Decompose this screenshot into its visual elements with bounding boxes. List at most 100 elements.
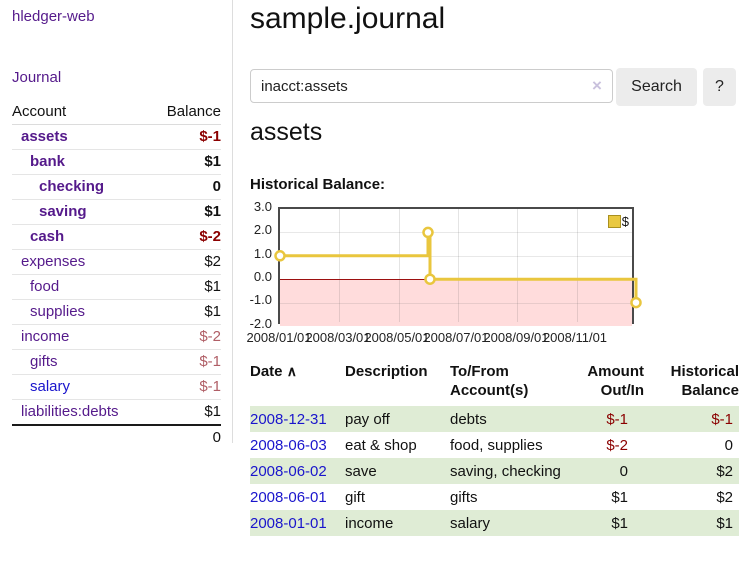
account-row: food $1 bbox=[12, 274, 221, 300]
accounts-table: Account Balance assets $-1 bank $1 check… bbox=[12, 100, 221, 450]
transaction-amount: $-1 bbox=[606, 411, 628, 428]
sidebar-account-bank[interactable]: bank bbox=[30, 153, 66, 170]
main-area: sample.journal × Search ? assets Histori… bbox=[233, 0, 742, 582]
header-accounts: To/From Account(s) bbox=[450, 363, 529, 399]
y-tick-label: 2.0 bbox=[253, 222, 272, 237]
gridline bbox=[517, 209, 518, 322]
register-row: 2008-06-01 gift gifts $1 $2 bbox=[250, 484, 739, 510]
transaction-amount: $1 bbox=[611, 489, 628, 506]
account-row: liabilities:debts $1 bbox=[12, 399, 221, 426]
account-balance: $1 bbox=[150, 299, 221, 325]
sidebar-account-salary[interactable]: salary bbox=[30, 378, 71, 395]
transaction-amount: $1 bbox=[611, 515, 628, 532]
historical-balance-chart: 3.0 2.0 1.0 0.0 -1.0 -2.0 bbox=[238, 200, 642, 348]
register-row: 2008-06-02 save saving, checking 0 $2 bbox=[250, 458, 739, 484]
account-row: assets $-1 bbox=[12, 124, 221, 150]
accounts-total-row: 0 bbox=[12, 424, 221, 450]
header-description: Description bbox=[345, 363, 428, 380]
page-title: sample.journal bbox=[250, 2, 446, 35]
chart-title: Historical Balance: bbox=[250, 176, 386, 193]
legend-label: $ bbox=[621, 214, 629, 229]
transaction-description: pay off bbox=[345, 411, 390, 428]
account-row: bank $1 bbox=[12, 149, 221, 175]
x-tick-label: 2008/05/01 bbox=[364, 330, 430, 345]
sidebar-account-assets[interactable]: assets bbox=[21, 128, 68, 145]
transaction-amount: 0 bbox=[619, 463, 628, 480]
x-tick-label: 2008/07/01 bbox=[423, 330, 489, 345]
transaction-accounts: debts bbox=[450, 411, 487, 428]
accounts-header-balance: Balance bbox=[150, 100, 221, 125]
help-button[interactable]: ? bbox=[703, 68, 736, 106]
app-brand-link[interactable]: hledger-web bbox=[12, 8, 95, 25]
y-tick-label: -2.0 bbox=[249, 316, 272, 331]
transaction-accounts: saving, checking bbox=[450, 463, 561, 480]
accounts-header-row: Account Balance bbox=[12, 100, 221, 125]
account-balance: $-1 bbox=[150, 349, 221, 375]
data-point-marker bbox=[422, 226, 434, 239]
sidebar-account-cash[interactable]: cash bbox=[30, 228, 65, 245]
transaction-date-link[interactable]: 2008-06-01 bbox=[250, 489, 327, 506]
transaction-date-link[interactable]: 2008-12-31 bbox=[250, 411, 327, 428]
chart-legend: $ bbox=[607, 214, 629, 229]
header-date[interactable]: Date ∧ bbox=[250, 363, 297, 380]
sidebar-account-liabilities-debts[interactable]: liabilities:debts bbox=[21, 403, 119, 420]
sidebar-account-saving[interactable]: saving bbox=[39, 203, 87, 220]
account-balance: 0 bbox=[150, 174, 221, 200]
account-balance: $1 bbox=[150, 149, 221, 175]
data-point-marker bbox=[274, 250, 286, 262]
sidebar-account-checking[interactable]: checking bbox=[39, 178, 105, 195]
gridline bbox=[577, 209, 578, 322]
sidebar-account-supplies[interactable]: supplies bbox=[30, 303, 86, 320]
account-balance: $1 bbox=[150, 399, 221, 426]
sort-asc-icon: ∧ bbox=[286, 363, 297, 379]
register-row: 2008-12-31 pay off debts $-1 $-1 bbox=[250, 406, 739, 432]
transaction-date-link[interactable]: 2008-06-03 bbox=[250, 437, 327, 454]
sidebar-account-income[interactable]: income bbox=[21, 328, 70, 345]
gridline bbox=[280, 303, 632, 304]
chart-plot-area: $ bbox=[274, 207, 642, 326]
legend-swatch-icon bbox=[607, 215, 621, 228]
transaction-balance: $1 bbox=[716, 515, 733, 532]
register-row: 2008-06-03 eat & shop food, supplies $-2… bbox=[250, 432, 739, 458]
transaction-date-link[interactable]: 2008-01-01 bbox=[250, 515, 327, 532]
y-tick-label: -1.0 bbox=[249, 292, 272, 307]
transaction-date-link[interactable]: 2008-06-02 bbox=[250, 463, 327, 480]
transaction-description: gift bbox=[345, 489, 366, 506]
nav-journal-link[interactable]: Journal bbox=[12, 69, 62, 86]
transaction-balance: $2 bbox=[716, 489, 733, 506]
gridline bbox=[339, 209, 340, 322]
sidebar-account-expenses[interactable]: expenses bbox=[21, 253, 86, 270]
x-tick-label: 2008/01/01 bbox=[246, 330, 312, 345]
account-balance: $1 bbox=[150, 199, 221, 225]
transaction-description: eat & shop bbox=[345, 437, 417, 454]
transaction-description: save bbox=[345, 463, 377, 480]
account-row: cash $-2 bbox=[12, 224, 221, 250]
account-row: expenses $2 bbox=[12, 249, 221, 275]
gridline bbox=[399, 209, 400, 322]
account-balance: $-2 bbox=[150, 224, 221, 250]
account-row: supplies $1 bbox=[12, 299, 221, 325]
negative-region bbox=[280, 279, 632, 326]
account-balance: $1 bbox=[150, 274, 221, 300]
data-point-marker bbox=[630, 296, 642, 309]
transaction-description: income bbox=[345, 515, 394, 532]
account-row: checking 0 bbox=[12, 174, 221, 200]
account-row: gifts $-1 bbox=[12, 349, 221, 375]
account-row: income $-2 bbox=[12, 324, 221, 350]
y-tick-label: 0.0 bbox=[253, 269, 272, 284]
search-input[interactable] bbox=[250, 69, 613, 103]
clear-search-icon[interactable]: × bbox=[592, 76, 602, 95]
transaction-amount: $-2 bbox=[606, 437, 628, 454]
gridline bbox=[280, 256, 632, 257]
sidebar-account-gifts[interactable]: gifts bbox=[30, 353, 58, 370]
sidebar-account-food[interactable]: food bbox=[30, 278, 60, 295]
transaction-balance: $2 bbox=[716, 463, 733, 480]
transaction-balance: 0 bbox=[724, 437, 733, 454]
register-table: Date ∧ Description To/From Account(s) Am… bbox=[250, 360, 739, 536]
x-tick-label: 2008/03/01 bbox=[305, 330, 371, 345]
gridline bbox=[458, 209, 459, 322]
search-button[interactable]: Search bbox=[616, 68, 697, 106]
data-point-marker bbox=[424, 273, 436, 285]
account-heading: assets bbox=[250, 118, 323, 146]
x-tick-label: 2008/09/01 bbox=[483, 330, 549, 345]
